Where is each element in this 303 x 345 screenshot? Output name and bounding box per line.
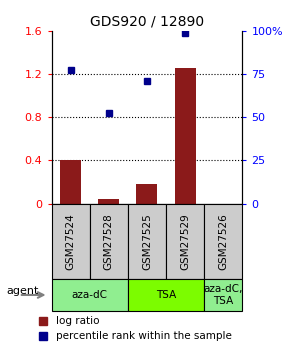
- Text: percentile rank within the sample: percentile rank within the sample: [56, 331, 231, 341]
- Bar: [175, 68, 196, 204]
- Text: GSM27528: GSM27528: [104, 213, 114, 270]
- Bar: [90, 204, 128, 279]
- Text: log ratio: log ratio: [56, 316, 99, 326]
- Bar: [52, 279, 128, 311]
- Text: aza-dC: aza-dC: [72, 290, 108, 300]
- Text: GSM27524: GSM27524: [65, 213, 76, 270]
- Text: GSM27526: GSM27526: [218, 213, 228, 270]
- Bar: [136, 184, 158, 204]
- Bar: [52, 204, 90, 279]
- Text: aza-dC,
TSA: aza-dC, TSA: [204, 284, 243, 306]
- Bar: [166, 204, 204, 279]
- Text: GSM27529: GSM27529: [180, 213, 190, 270]
- Text: agent: agent: [6, 286, 38, 296]
- Title: GDS920 / 12890: GDS920 / 12890: [90, 14, 204, 29]
- Bar: [98, 199, 119, 204]
- Bar: [128, 279, 204, 311]
- Text: GSM27525: GSM27525: [142, 213, 152, 270]
- Bar: [128, 204, 166, 279]
- Bar: [204, 204, 242, 279]
- Bar: [60, 160, 81, 204]
- Bar: [204, 279, 242, 311]
- Text: TSA: TSA: [156, 290, 176, 300]
